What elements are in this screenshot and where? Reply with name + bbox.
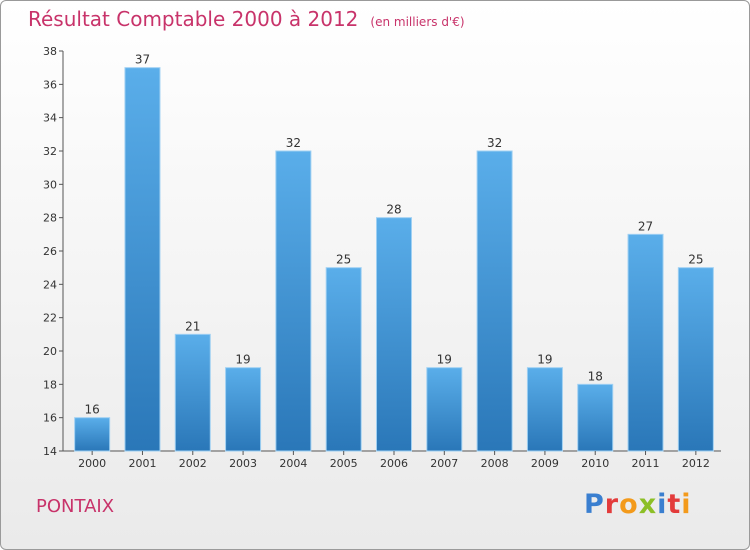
y-tick-label: 24 — [43, 278, 57, 291]
y-tick-label: 26 — [43, 245, 57, 258]
logo-letter: t — [667, 489, 682, 520]
bar-2006 — [376, 217, 412, 452]
bar-2009 — [526, 367, 563, 452]
bars: 16 37 21 19 32 25 28 19 32 19 18 27 25 — [74, 53, 714, 452]
bar-2012 — [677, 267, 714, 452]
y-tick-label: 20 — [43, 345, 57, 358]
x-tick-label: 2000 — [78, 457, 106, 470]
data-label: 32 — [286, 136, 301, 150]
y-tick-label: 16 — [43, 412, 57, 425]
logo-letter: r — [604, 489, 620, 520]
bar-2003 — [225, 367, 262, 452]
data-label: 19 — [235, 353, 250, 367]
x-tick-label: 2001 — [128, 457, 156, 470]
data-label: 19 — [437, 353, 452, 367]
bar-2000 — [74, 417, 111, 452]
bar-2005 — [325, 267, 362, 452]
logo-letter: i — [657, 489, 668, 520]
x-tick-label: 2003 — [229, 457, 257, 470]
logo-letter: o — [619, 489, 639, 520]
x-tick-label: 2012 — [682, 457, 710, 470]
chart-title: Résultat Comptable 2000 à 2012 (en millie… — [28, 7, 465, 31]
x-tick-label: 2006 — [380, 457, 408, 470]
x-tick-label: 2010 — [581, 457, 609, 470]
bar-2001 — [124, 67, 161, 452]
logo-letter: i — [681, 489, 692, 520]
y-tick-label: 30 — [43, 178, 57, 191]
x-tick-label: 2005 — [330, 457, 358, 470]
y-tick-label: 32 — [43, 145, 57, 158]
y-tick-label: 18 — [43, 378, 57, 391]
bar-2011 — [627, 233, 664, 452]
logo-letter: x — [638, 489, 658, 520]
y-tick-label: 36 — [43, 78, 57, 91]
bar-2007 — [426, 367, 463, 452]
x-tick-label: 2007 — [430, 457, 458, 470]
data-label: 28 — [386, 203, 401, 217]
x-tick-label: 2009 — [531, 457, 559, 470]
y-tick-label: 22 — [43, 312, 57, 325]
bar-2004 — [275, 150, 312, 452]
data-label: 25 — [688, 253, 703, 267]
x-tick-label: 2008 — [481, 457, 509, 470]
data-label: 32 — [487, 136, 502, 150]
y-tick-label: 28 — [43, 212, 57, 225]
y-tick-label: 34 — [43, 112, 57, 125]
data-label: 19 — [537, 353, 552, 367]
proxiti-logo: Proxiti — [584, 489, 692, 520]
logo-letter: P — [584, 489, 605, 520]
x-tick-label: 2002 — [179, 457, 207, 470]
x-tick-label: 2011 — [632, 457, 660, 470]
data-label: 18 — [588, 369, 603, 383]
data-label: 37 — [135, 53, 150, 67]
data-label: 21 — [185, 319, 200, 333]
x-tick-label: 2004 — [279, 457, 307, 470]
bar-2010 — [577, 383, 614, 452]
commune-name: PONTAIX — [36, 496, 115, 517]
y-ticks: 14 16 18 20 22 24 26 28 30 32 34 36 38 — [43, 45, 63, 458]
bar-2008 — [476, 150, 513, 452]
y-tick-label: 14 — [43, 445, 57, 458]
data-label: 27 — [638, 219, 653, 233]
data-label: 25 — [336, 253, 351, 267]
chart-subtitle: (en milliers d'€) — [370, 15, 465, 29]
y-tick-label: 38 — [43, 45, 57, 58]
x-labels: 2000 2001 2002 2003 2004 2005 2006 2007 2008 2009… — [78, 451, 710, 470]
bar-2002 — [174, 333, 211, 452]
data-label: 16 — [85, 403, 100, 417]
